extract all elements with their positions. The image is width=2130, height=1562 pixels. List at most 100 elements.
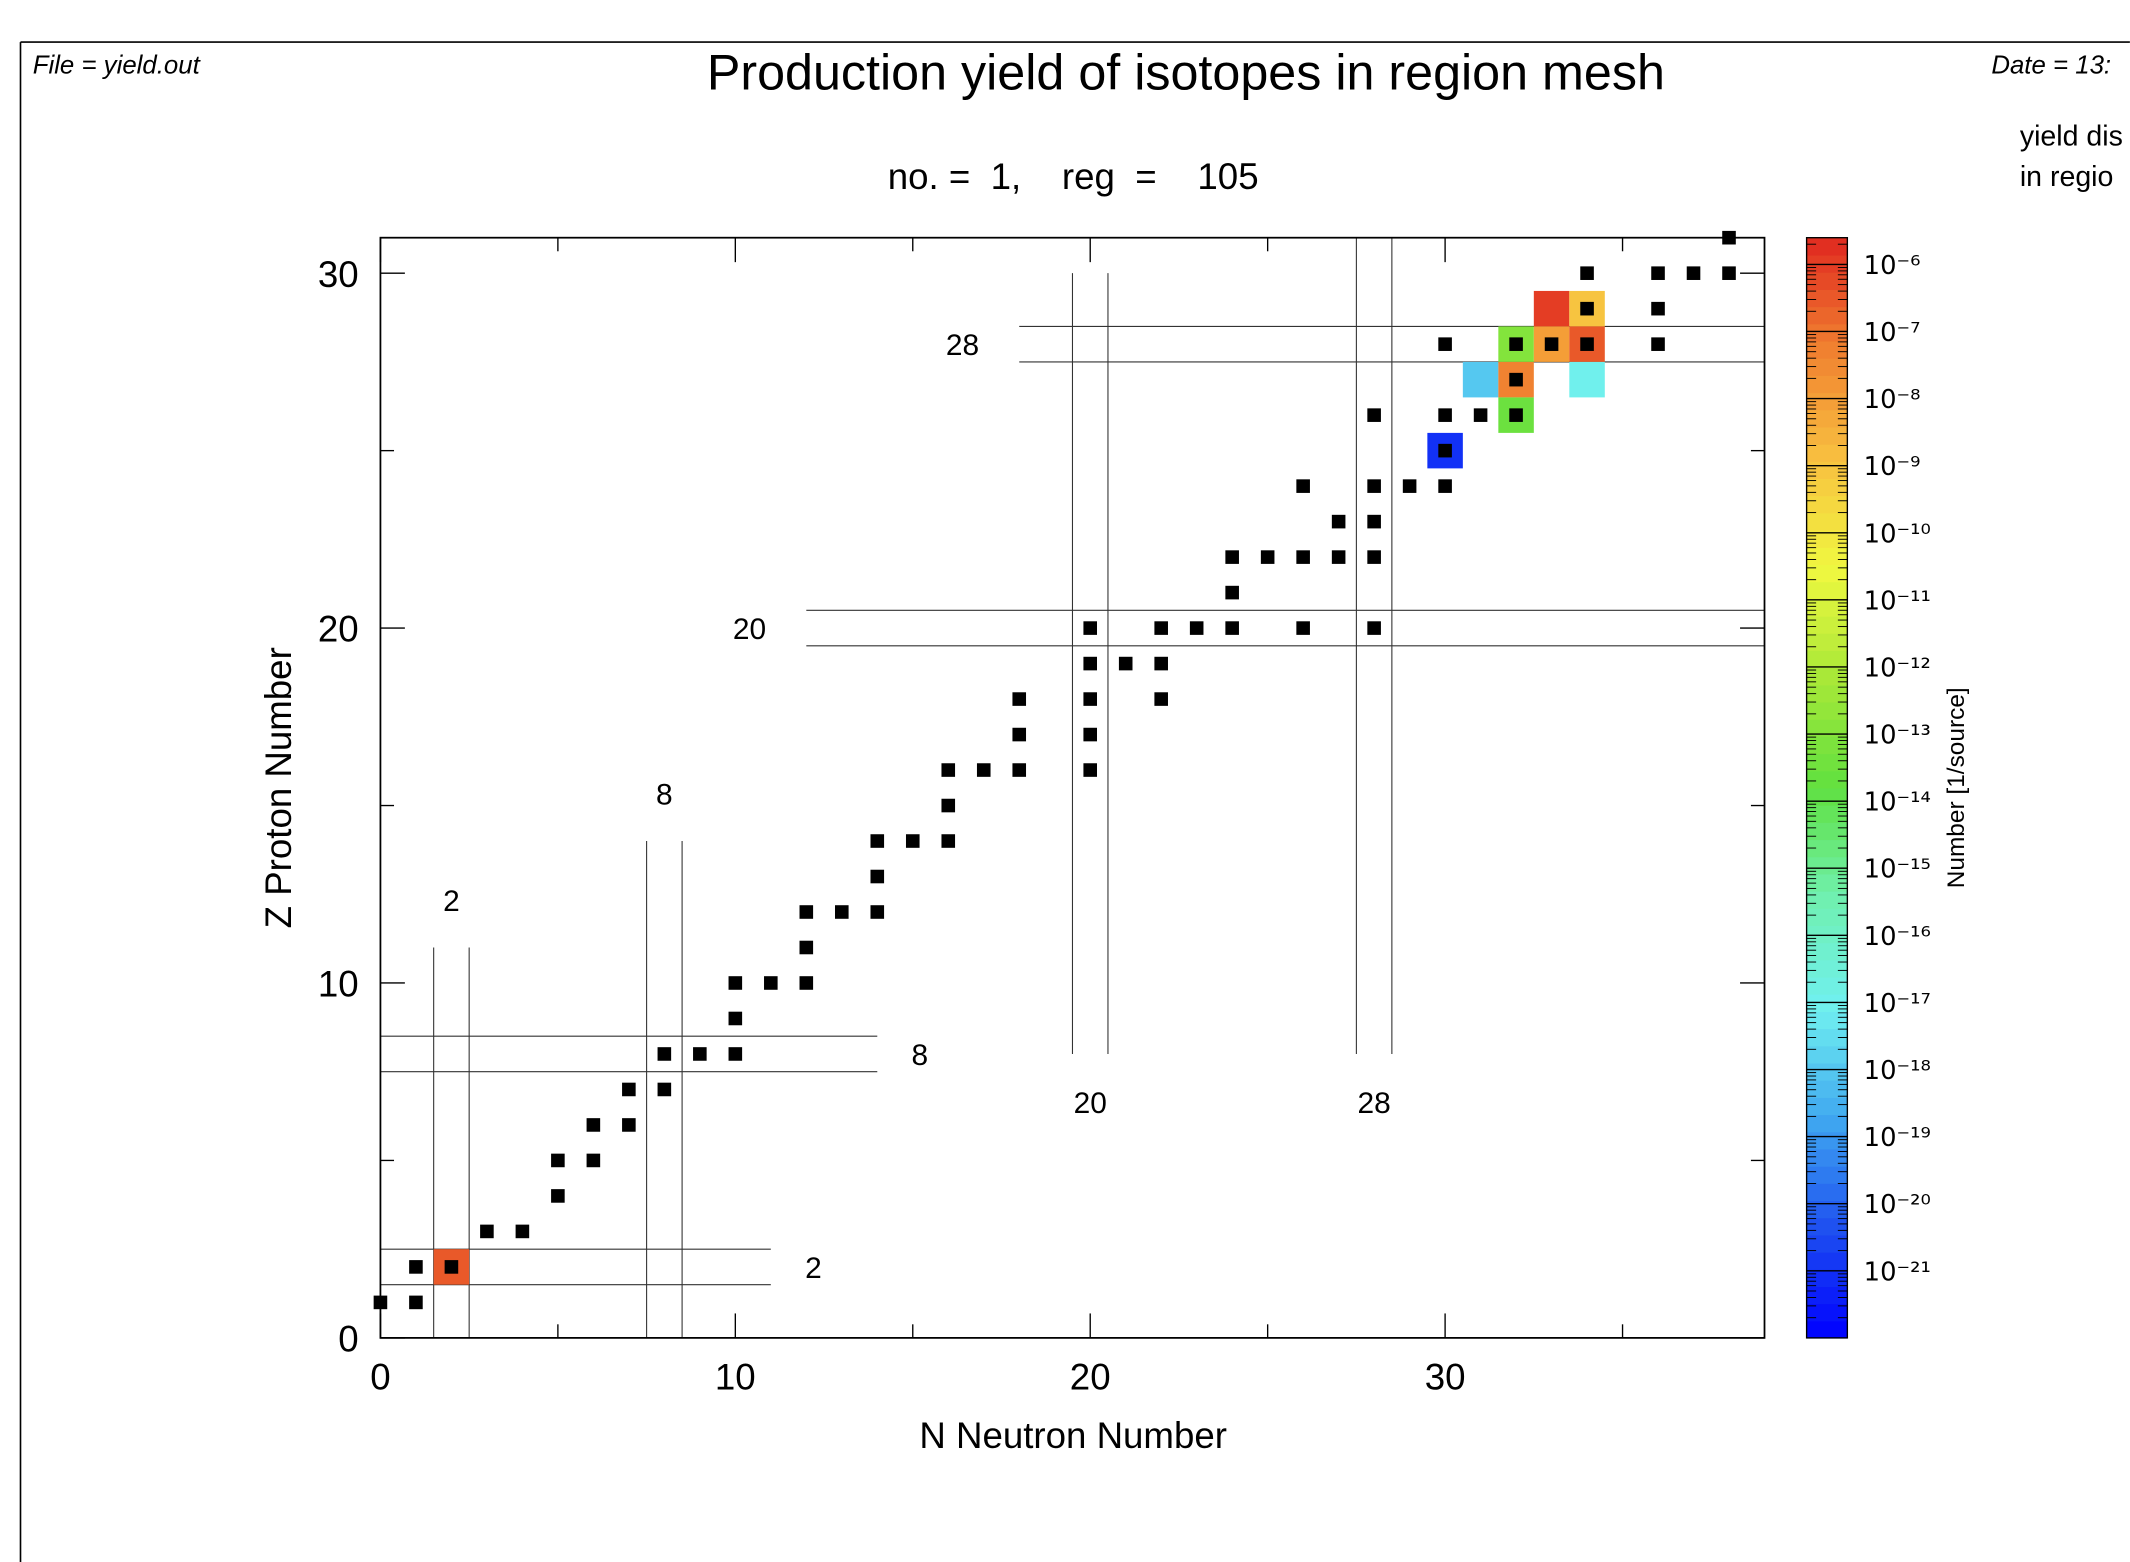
colorbar-band	[1806, 959, 1848, 978]
point	[1580, 337, 1594, 351]
colorbar-tick-label: 10⁻¹¹	[1864, 586, 1931, 616]
point	[551, 1153, 565, 1168]
point	[1473, 408, 1488, 422]
colorbar-band	[1806, 856, 1848, 875]
point	[1438, 408, 1452, 422]
point	[1651, 301, 1665, 316]
colorbar-band	[1806, 495, 1848, 514]
point	[1509, 372, 1523, 387]
point	[622, 1082, 636, 1097]
magic-label: 28	[1358, 1087, 1391, 1120]
colorbar-band	[1806, 787, 1848, 806]
point	[657, 1082, 672, 1097]
colorbar-band	[1806, 890, 1848, 909]
y-tick-label: 30	[318, 254, 359, 295]
point	[693, 1047, 707, 1061]
point	[905, 834, 920, 848]
colorbar-band	[1806, 701, 1848, 720]
point	[1296, 621, 1310, 635]
point	[622, 1118, 636, 1132]
point	[728, 976, 743, 990]
point	[1438, 337, 1452, 351]
colorbar-tick-label: 10⁻²⁰	[1864, 1190, 1931, 1220]
chart-subtitle: no. = 1, reg = 105	[888, 156, 1259, 197]
colorbar-tick-label: 10⁻¹⁵	[1864, 855, 1931, 885]
colorbar-band	[1806, 426, 1848, 445]
yield-cell	[1533, 290, 1570, 327]
point	[1686, 266, 1701, 280]
colorbar-band	[1806, 323, 1848, 342]
point	[1083, 621, 1098, 635]
point	[1083, 763, 1098, 777]
y-tick-label: 10	[318, 964, 359, 1005]
point	[1438, 479, 1452, 493]
point	[1367, 408, 1381, 422]
point	[1544, 337, 1559, 351]
point	[1012, 763, 1027, 777]
colorbar-band	[1806, 392, 1848, 411]
point	[586, 1118, 601, 1132]
x-tick-label: 20	[1070, 1357, 1111, 1398]
point	[1367, 621, 1381, 635]
colorbar-band	[1806, 1011, 1848, 1030]
point	[941, 798, 956, 813]
y-tick-label: 0	[338, 1318, 358, 1359]
colorbar-band	[1806, 529, 1848, 548]
point	[1331, 514, 1346, 529]
point	[1154, 692, 1168, 706]
colorbar-band	[1806, 564, 1848, 583]
colorbar-band	[1806, 478, 1848, 497]
point	[1225, 621, 1239, 635]
colorbar-band	[1806, 684, 1848, 703]
x-tick-label: 0	[370, 1357, 390, 1398]
colorbar-band	[1806, 547, 1848, 565]
point	[799, 940, 814, 955]
colorbar-band	[1806, 1148, 1848, 1167]
point	[373, 1295, 388, 1310]
point	[1225, 550, 1239, 564]
magic-label: 8	[656, 778, 673, 811]
point	[1438, 443, 1452, 458]
colorbar-band	[1806, 1080, 1848, 1098]
colorbar-band	[1806, 873, 1848, 892]
y-axis-label: Z Proton Number	[258, 647, 299, 928]
point	[1012, 727, 1027, 742]
point	[1225, 585, 1239, 600]
colorbar-band	[1806, 340, 1848, 359]
point	[1367, 514, 1381, 529]
colorbar-band	[1806, 1183, 1848, 1202]
colorbar-tick-label: 10⁻⁷	[1864, 318, 1921, 348]
colorbar-band	[1806, 925, 1848, 944]
colorbar-tick-label: 10⁻²¹	[1864, 1257, 1931, 1287]
colorbar-band	[1806, 822, 1848, 841]
magic-label: 2	[805, 1252, 822, 1285]
x-tick-label: 30	[1425, 1357, 1466, 1398]
colorbar-band	[1806, 615, 1848, 634]
magic-label: 28	[946, 329, 979, 362]
point	[1580, 266, 1594, 280]
colorbar-band	[1806, 272, 1848, 290]
colorbar-tick-label: 10⁻¹⁶	[1864, 922, 1931, 952]
point	[657, 1047, 672, 1061]
point	[1651, 337, 1665, 351]
file-label: File = yield.out	[33, 51, 202, 79]
colorbar-band	[1806, 358, 1848, 376]
point	[1083, 692, 1098, 706]
magic-label: 20	[1074, 1087, 1107, 1120]
colorbar-band	[1806, 753, 1848, 772]
colorbar-band	[1806, 736, 1848, 755]
point	[941, 834, 956, 848]
colorbar-band	[1806, 1200, 1848, 1219]
colorbar-band	[1806, 512, 1848, 531]
point	[1402, 479, 1417, 493]
colorbar-band	[1806, 289, 1848, 308]
point	[1083, 727, 1098, 742]
colorbar-band	[1806, 942, 1848, 961]
colorbar-band	[1806, 667, 1848, 686]
colorbar-band	[1806, 719, 1848, 737]
colorbar-tick-label: 10⁻¹⁹	[1864, 1123, 1931, 1153]
date-label: Date = 13:	[1991, 51, 2111, 79]
point	[799, 976, 814, 990]
